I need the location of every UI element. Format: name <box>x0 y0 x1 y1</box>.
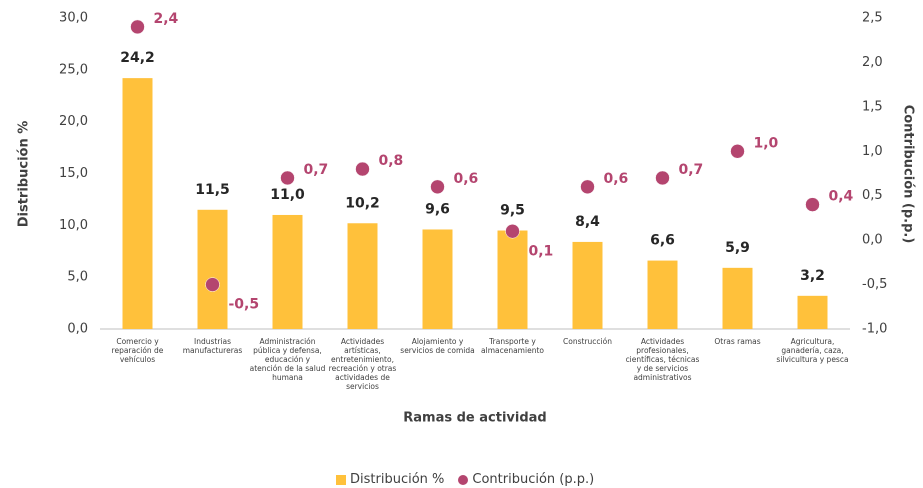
bar-value-label: 11,0 <box>270 187 305 203</box>
legend-label: Contribución (p.p.) <box>472 472 595 487</box>
y2-tick-label: -1,0 <box>862 322 887 337</box>
y-tick-label: 15,0 <box>59 166 88 181</box>
dot <box>505 224 520 239</box>
dot <box>805 197 820 212</box>
y2-tick-label: 2,0 <box>862 55 883 70</box>
x-tick-label: Administración pública y defensa, educac… <box>249 337 326 382</box>
dot-value-label: -0,5 <box>229 297 260 313</box>
y-axis-title: Distribución % <box>17 121 32 228</box>
x-tick-label: Comercio y reparación de vehículos <box>111 337 164 364</box>
y2-tick-label: 1,5 <box>862 99 883 114</box>
dot-value-label: 0,1 <box>529 243 554 259</box>
legend-swatch <box>336 474 346 485</box>
dot <box>355 161 370 177</box>
dot-value-label: 0,7 <box>304 162 329 178</box>
bar-value-label: 10,2 <box>345 195 380 211</box>
dot <box>205 277 220 292</box>
bar <box>422 229 453 329</box>
bar <box>797 295 828 329</box>
y-tick-label: 5,0 <box>67 270 88 285</box>
x-tick-label: Industrias manufactureras <box>182 337 243 355</box>
dot <box>130 19 145 35</box>
bar-value-label: 9,5 <box>500 203 525 219</box>
bar <box>347 223 378 329</box>
legend: Distribución % Contribución (p.p.) <box>336 472 594 487</box>
bar <box>572 241 603 329</box>
bar <box>722 267 753 329</box>
dot-value-label: 0,6 <box>604 171 629 187</box>
bar-value-label: 9,6 <box>425 201 450 217</box>
dot <box>580 179 595 195</box>
bar <box>497 230 528 329</box>
y-tick-label: 25,0 <box>59 62 88 77</box>
y2-tick-label: 0,5 <box>862 188 883 203</box>
dot-value-label: 0,8 <box>379 153 404 169</box>
dot <box>430 179 445 195</box>
y2-tick-label: -0,5 <box>862 277 887 292</box>
y2-axis-title: Contribución (p.p.) <box>901 105 916 244</box>
x-axis-title: Ramas de actividad <box>403 411 546 426</box>
legend-label: Distribución % <box>350 472 445 487</box>
y-tick-label: 10,0 <box>59 218 88 233</box>
bar-value-label: 11,5 <box>195 182 230 198</box>
y2-tick-label: 0,0 <box>862 233 883 248</box>
dot-value-label: 1,0 <box>754 135 779 151</box>
dot-value-label: 0,7 <box>679 162 704 178</box>
dot-value-label: 0,6 <box>454 171 479 187</box>
dot-value-label: 2,4 <box>154 11 179 27</box>
x-tick-label: Actividades artísticas, entretenimiento,… <box>328 337 397 391</box>
y-tick-label: 0,0 <box>67 322 88 337</box>
x-tick-label: Construcción <box>563 337 612 346</box>
y-tick-label: 30,0 <box>59 11 88 26</box>
dot <box>730 144 745 159</box>
bar-value-label: 5,9 <box>725 240 750 256</box>
y2-tick-label: 1,0 <box>862 144 883 159</box>
x-tick-label: Actividades profesionales, científicas, … <box>625 337 700 382</box>
y-tick-label: 20,0 <box>59 114 88 129</box>
legend-swatch <box>458 474 469 485</box>
bar <box>272 214 303 329</box>
bar <box>197 209 228 329</box>
bar-value-label: 3,2 <box>800 268 825 284</box>
bar-value-label: 8,4 <box>575 214 600 230</box>
x-tick-label: Alojamiento y servicios de comida <box>400 337 475 355</box>
bar <box>122 78 153 329</box>
bar-value-label: 6,6 <box>650 233 675 249</box>
y2-tick-label: 2,5 <box>862 11 883 26</box>
x-tick-label: Transporte y almacenamiento <box>481 337 544 355</box>
bar-value-label: 24,2 <box>120 50 155 66</box>
x-tick-label: Otras ramas <box>714 337 761 346</box>
x-tick-label: Agricultura, ganadería, caza, silvicultu… <box>776 337 849 364</box>
dot-value-label: 0,4 <box>829 189 854 205</box>
dot <box>655 170 670 186</box>
dot <box>280 170 295 186</box>
bar <box>647 260 678 329</box>
